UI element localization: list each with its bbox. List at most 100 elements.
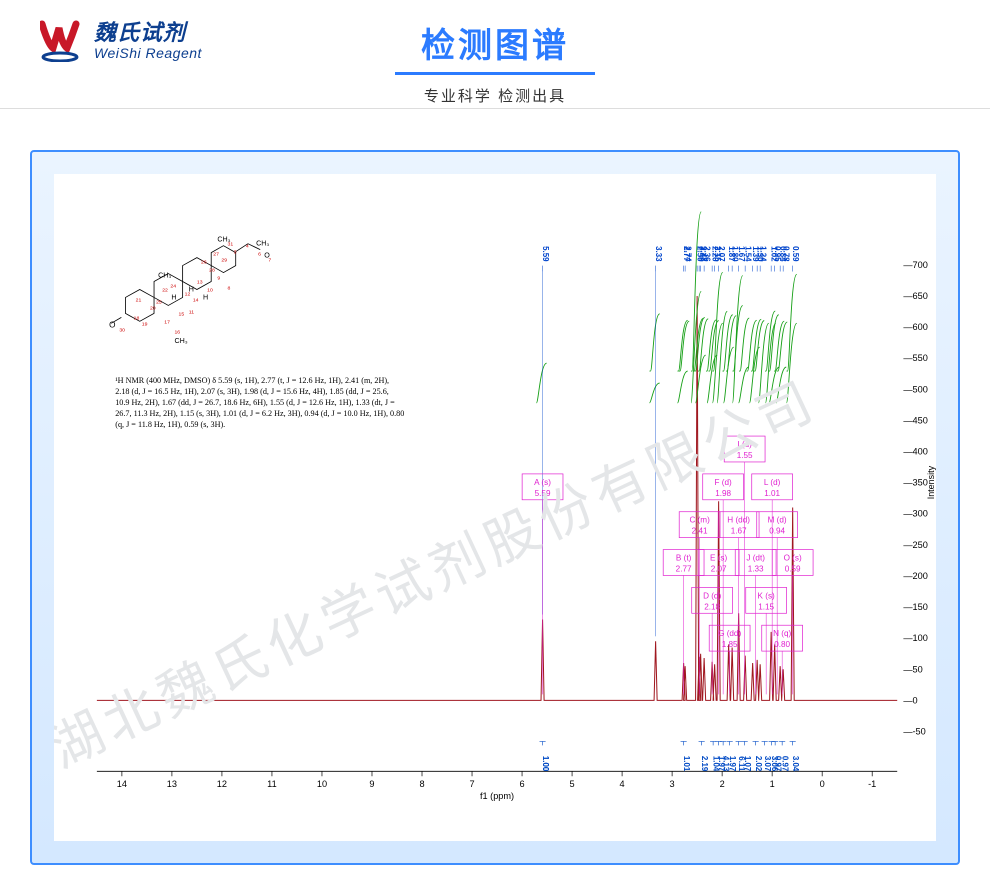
svg-text:—50: —50 (903, 664, 922, 674)
svg-text:9: 9 (369, 779, 374, 789)
logo-mark-icon (40, 20, 86, 62)
svg-text:2.19: 2.19 (700, 756, 709, 772)
svg-text:2.07: 2.07 (717, 246, 726, 262)
svg-text:2.18 (d, J = 16.5 Hz, 1H), 2.0: 2.18 (d, J = 16.5 Hz, 1H), 2.07 (s, 3H),… (115, 387, 389, 396)
outer-frame: —-50—0—50—100—150—200—250—300—350—400—45… (30, 150, 960, 865)
svg-text:—100: —100 (903, 633, 927, 643)
svg-text:1: 1 (770, 779, 775, 789)
svg-text:17: 17 (164, 319, 170, 325)
logo-cn-text: 魏氏试剂 (94, 21, 202, 45)
svg-text:6: 6 (519, 779, 524, 789)
svg-text:—650: —650 (903, 291, 927, 301)
svg-text:H (dd): H (dd) (727, 516, 750, 525)
molecule-structure (111, 244, 260, 324)
svg-text:19: 19 (142, 321, 148, 327)
svg-text:4: 4 (620, 779, 625, 789)
svg-text:30: 30 (119, 327, 125, 333)
svg-text:—550: —550 (903, 353, 927, 363)
svg-text:C (m): C (m) (689, 516, 710, 525)
svg-text:14: 14 (117, 779, 127, 789)
svg-text:CH₃: CH₃ (158, 273, 171, 280)
svg-text:O: O (109, 320, 115, 329)
svg-text:0.59: 0.59 (791, 246, 800, 262)
svg-text:f1 (ppm): f1 (ppm) (480, 791, 514, 801)
svg-text:8: 8 (228, 286, 231, 292)
svg-text:15: 15 (179, 311, 185, 317)
svg-text:CH₃: CH₃ (256, 241, 269, 248)
svg-text:28: 28 (209, 268, 215, 274)
divider (0, 108, 990, 109)
svg-text:6: 6 (258, 252, 261, 258)
svg-text:L (d): L (d) (764, 478, 781, 487)
svg-text:1.01: 1.01 (682, 756, 691, 772)
svg-text:3.04: 3.04 (791, 756, 800, 772)
svg-text:4: 4 (246, 244, 249, 250)
inner-frame: —-50—0—50—100—150—200—250—300—350—400—45… (54, 174, 936, 841)
title-cn: 检测图谱 (395, 18, 595, 67)
svg-text:7: 7 (469, 779, 474, 789)
svg-text:M (d): M (d) (768, 516, 787, 525)
logo-en-text: WeiShi Reagent (94, 45, 202, 61)
svg-text:B (t): B (t) (676, 554, 692, 563)
svg-text:—-50: —-50 (903, 727, 925, 737)
svg-text:12: 12 (217, 779, 227, 789)
svg-text:G (dd): G (dd) (718, 629, 741, 638)
svg-text:26: 26 (201, 260, 207, 266)
svg-text:N (q): N (q) (773, 629, 791, 638)
svg-text:11: 11 (267, 779, 277, 789)
svg-text:9: 9 (217, 276, 220, 282)
svg-text:27: 27 (213, 252, 219, 258)
svg-text:0: 0 (820, 779, 825, 789)
svg-text:5: 5 (570, 779, 575, 789)
page-title: 检测图谱 专业科学 检测出具 (395, 18, 595, 106)
svg-text:1.24: 1.24 (759, 246, 768, 262)
svg-text:H: H (171, 294, 176, 301)
svg-text:5.59: 5.59 (535, 489, 551, 498)
svg-text:—0: —0 (903, 695, 917, 705)
svg-text:10.9 Hz, 2H), 1.67 (dd, J = 26: 10.9 Hz, 2H), 1.67 (dd, J = 26.7, 18.6 H… (115, 398, 395, 407)
svg-text:—500: —500 (903, 384, 927, 394)
svg-text:14: 14 (193, 297, 199, 303)
svg-text:2.07: 2.07 (711, 565, 727, 574)
svg-text:16: 16 (174, 329, 180, 335)
svg-text:3: 3 (234, 250, 237, 256)
svg-text:1.01: 1.01 (764, 489, 780, 498)
svg-text:2.41: 2.41 (692, 527, 708, 536)
svg-text:1.00: 1.00 (541, 756, 550, 772)
svg-text:J (dt): J (dt) (746, 554, 765, 563)
svg-text:I (d): I (d) (737, 440, 752, 449)
svg-text:0.97: 0.97 (781, 756, 790, 772)
svg-text:25: 25 (156, 299, 162, 305)
svg-text:3: 3 (670, 779, 675, 789)
nmr-spectrum-chart: —-50—0—50—100—150—200—250—300—350—400—45… (54, 174, 936, 841)
svg-text:24: 24 (170, 284, 176, 290)
svg-text:10: 10 (317, 779, 327, 789)
svg-text:-1: -1 (868, 779, 876, 789)
svg-text:13: 13 (197, 280, 203, 286)
svg-text:¹H NMR (400 MHz, DMSO) δ 5.59: ¹H NMR (400 MHz, DMSO) δ 5.59 (s, 1H), 2… (115, 376, 389, 385)
svg-text:—600: —600 (903, 322, 927, 332)
svg-text:—400: —400 (903, 447, 927, 457)
svg-text:8: 8 (419, 779, 424, 789)
svg-text:31: 31 (228, 242, 234, 248)
svg-text:18: 18 (134, 315, 140, 321)
svg-text:—450: —450 (903, 415, 927, 425)
svg-text:F (d): F (d) (715, 478, 733, 487)
svg-text:10: 10 (207, 288, 213, 294)
svg-text:1.55: 1.55 (737, 451, 753, 460)
svg-text:A (s): A (s) (534, 478, 551, 487)
svg-text:13: 13 (167, 779, 177, 789)
svg-text:—250: —250 (903, 540, 927, 550)
svg-text:0.78: 0.78 (782, 246, 791, 262)
svg-text:1.85: 1.85 (722, 640, 738, 649)
svg-text:CH₃: CH₃ (174, 338, 187, 345)
svg-text:3.33: 3.33 (654, 246, 663, 262)
title-sub: 专业科学 检测出具 (395, 85, 595, 106)
svg-text:2.74: 2.74 (684, 246, 693, 262)
svg-text:21: 21 (136, 297, 142, 303)
svg-text:—300: —300 (903, 509, 927, 519)
svg-text:—150: —150 (903, 602, 927, 612)
svg-text:H: H (203, 294, 208, 301)
svg-text:1.98: 1.98 (715, 489, 731, 498)
svg-text:2.02: 2.02 (754, 756, 763, 772)
